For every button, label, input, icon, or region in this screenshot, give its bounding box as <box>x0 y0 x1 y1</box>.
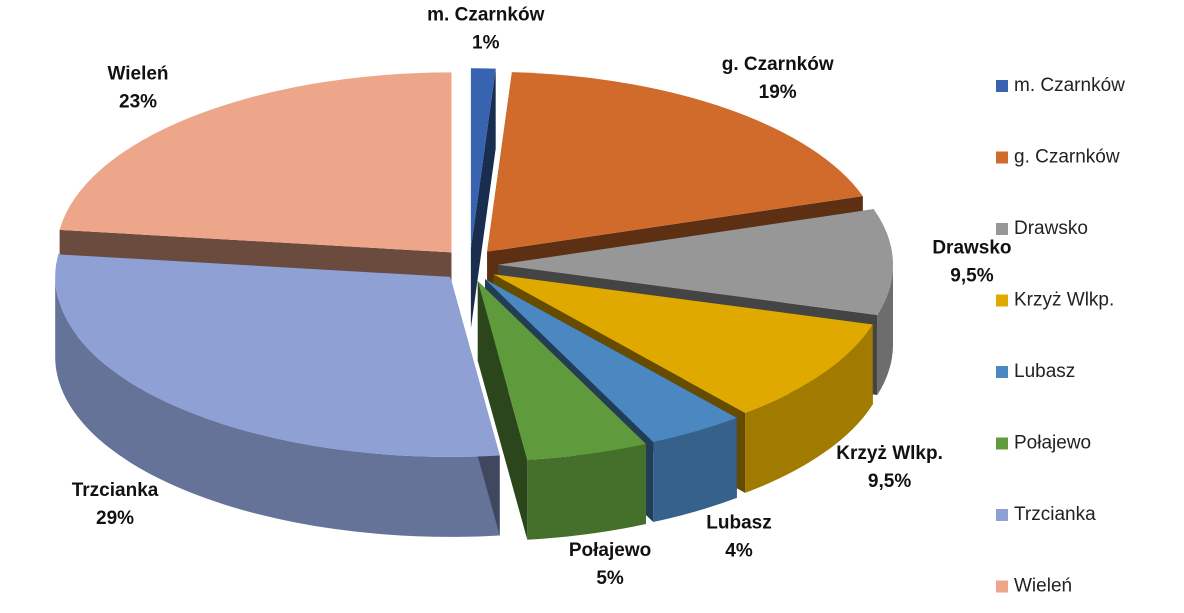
data-label-name: g. Czarnków <box>722 54 834 75</box>
data-label-value: 1% <box>472 33 500 54</box>
slice <box>470 68 496 249</box>
legend-swatch <box>996 80 1008 92</box>
data-label-value: 9,5% <box>950 265 993 286</box>
slice <box>485 279 737 443</box>
legend-label: Połajewo <box>1014 433 1091 454</box>
slice <box>59 72 452 253</box>
legend-swatch <box>996 580 1008 593</box>
slice-side <box>477 281 528 540</box>
slice-wall <box>527 444 646 540</box>
slice-side <box>470 68 496 329</box>
data-label-value: 5% <box>596 568 624 589</box>
pie <box>55 68 893 540</box>
slice-wall <box>55 276 500 537</box>
data-label-value: 23% <box>119 92 157 113</box>
data-label-name: Lubasz <box>706 513 771 534</box>
data-label-name: Wieleń <box>107 64 168 85</box>
slice <box>55 254 500 457</box>
slice <box>477 281 646 460</box>
legend-swatch <box>996 437 1008 450</box>
data-label-name: Połajewo <box>569 540 651 561</box>
legend-swatch <box>996 366 1008 378</box>
legend-label: Lubasz <box>1014 361 1075 382</box>
legend-label: Krzyż Wlkp. <box>1014 290 1114 311</box>
data-label-name: Trzcianka <box>72 480 159 501</box>
data-label-value: 29% <box>96 508 134 529</box>
legend-swatch <box>996 151 1008 164</box>
slice <box>497 209 893 315</box>
data-label-name: Drawsko <box>932 237 1011 258</box>
legend-label: m. Czarnków <box>1014 75 1125 96</box>
legend-label: Wieleń <box>1014 576 1072 597</box>
data-label-value: 19% <box>759 82 797 103</box>
data-label-name: Krzyż Wlkp. <box>836 443 943 464</box>
slice-wall <box>877 264 893 395</box>
data-label-value: 9,5% <box>868 471 911 492</box>
slice <box>493 274 873 413</box>
legend-label: Trzcianka <box>1014 504 1096 525</box>
legend-swatch <box>996 223 1008 235</box>
data-label-name: m. Czarnków <box>427 5 544 26</box>
slice-wall <box>745 324 873 493</box>
slice <box>487 72 863 252</box>
legend-swatch <box>996 509 1008 521</box>
legend-label: g. Czarnków <box>1014 147 1120 168</box>
data-label-value: 4% <box>725 541 753 562</box>
legend-label: Drawsko <box>1014 218 1088 239</box>
legend-swatch <box>996 294 1008 307</box>
slice-wall <box>653 417 737 523</box>
